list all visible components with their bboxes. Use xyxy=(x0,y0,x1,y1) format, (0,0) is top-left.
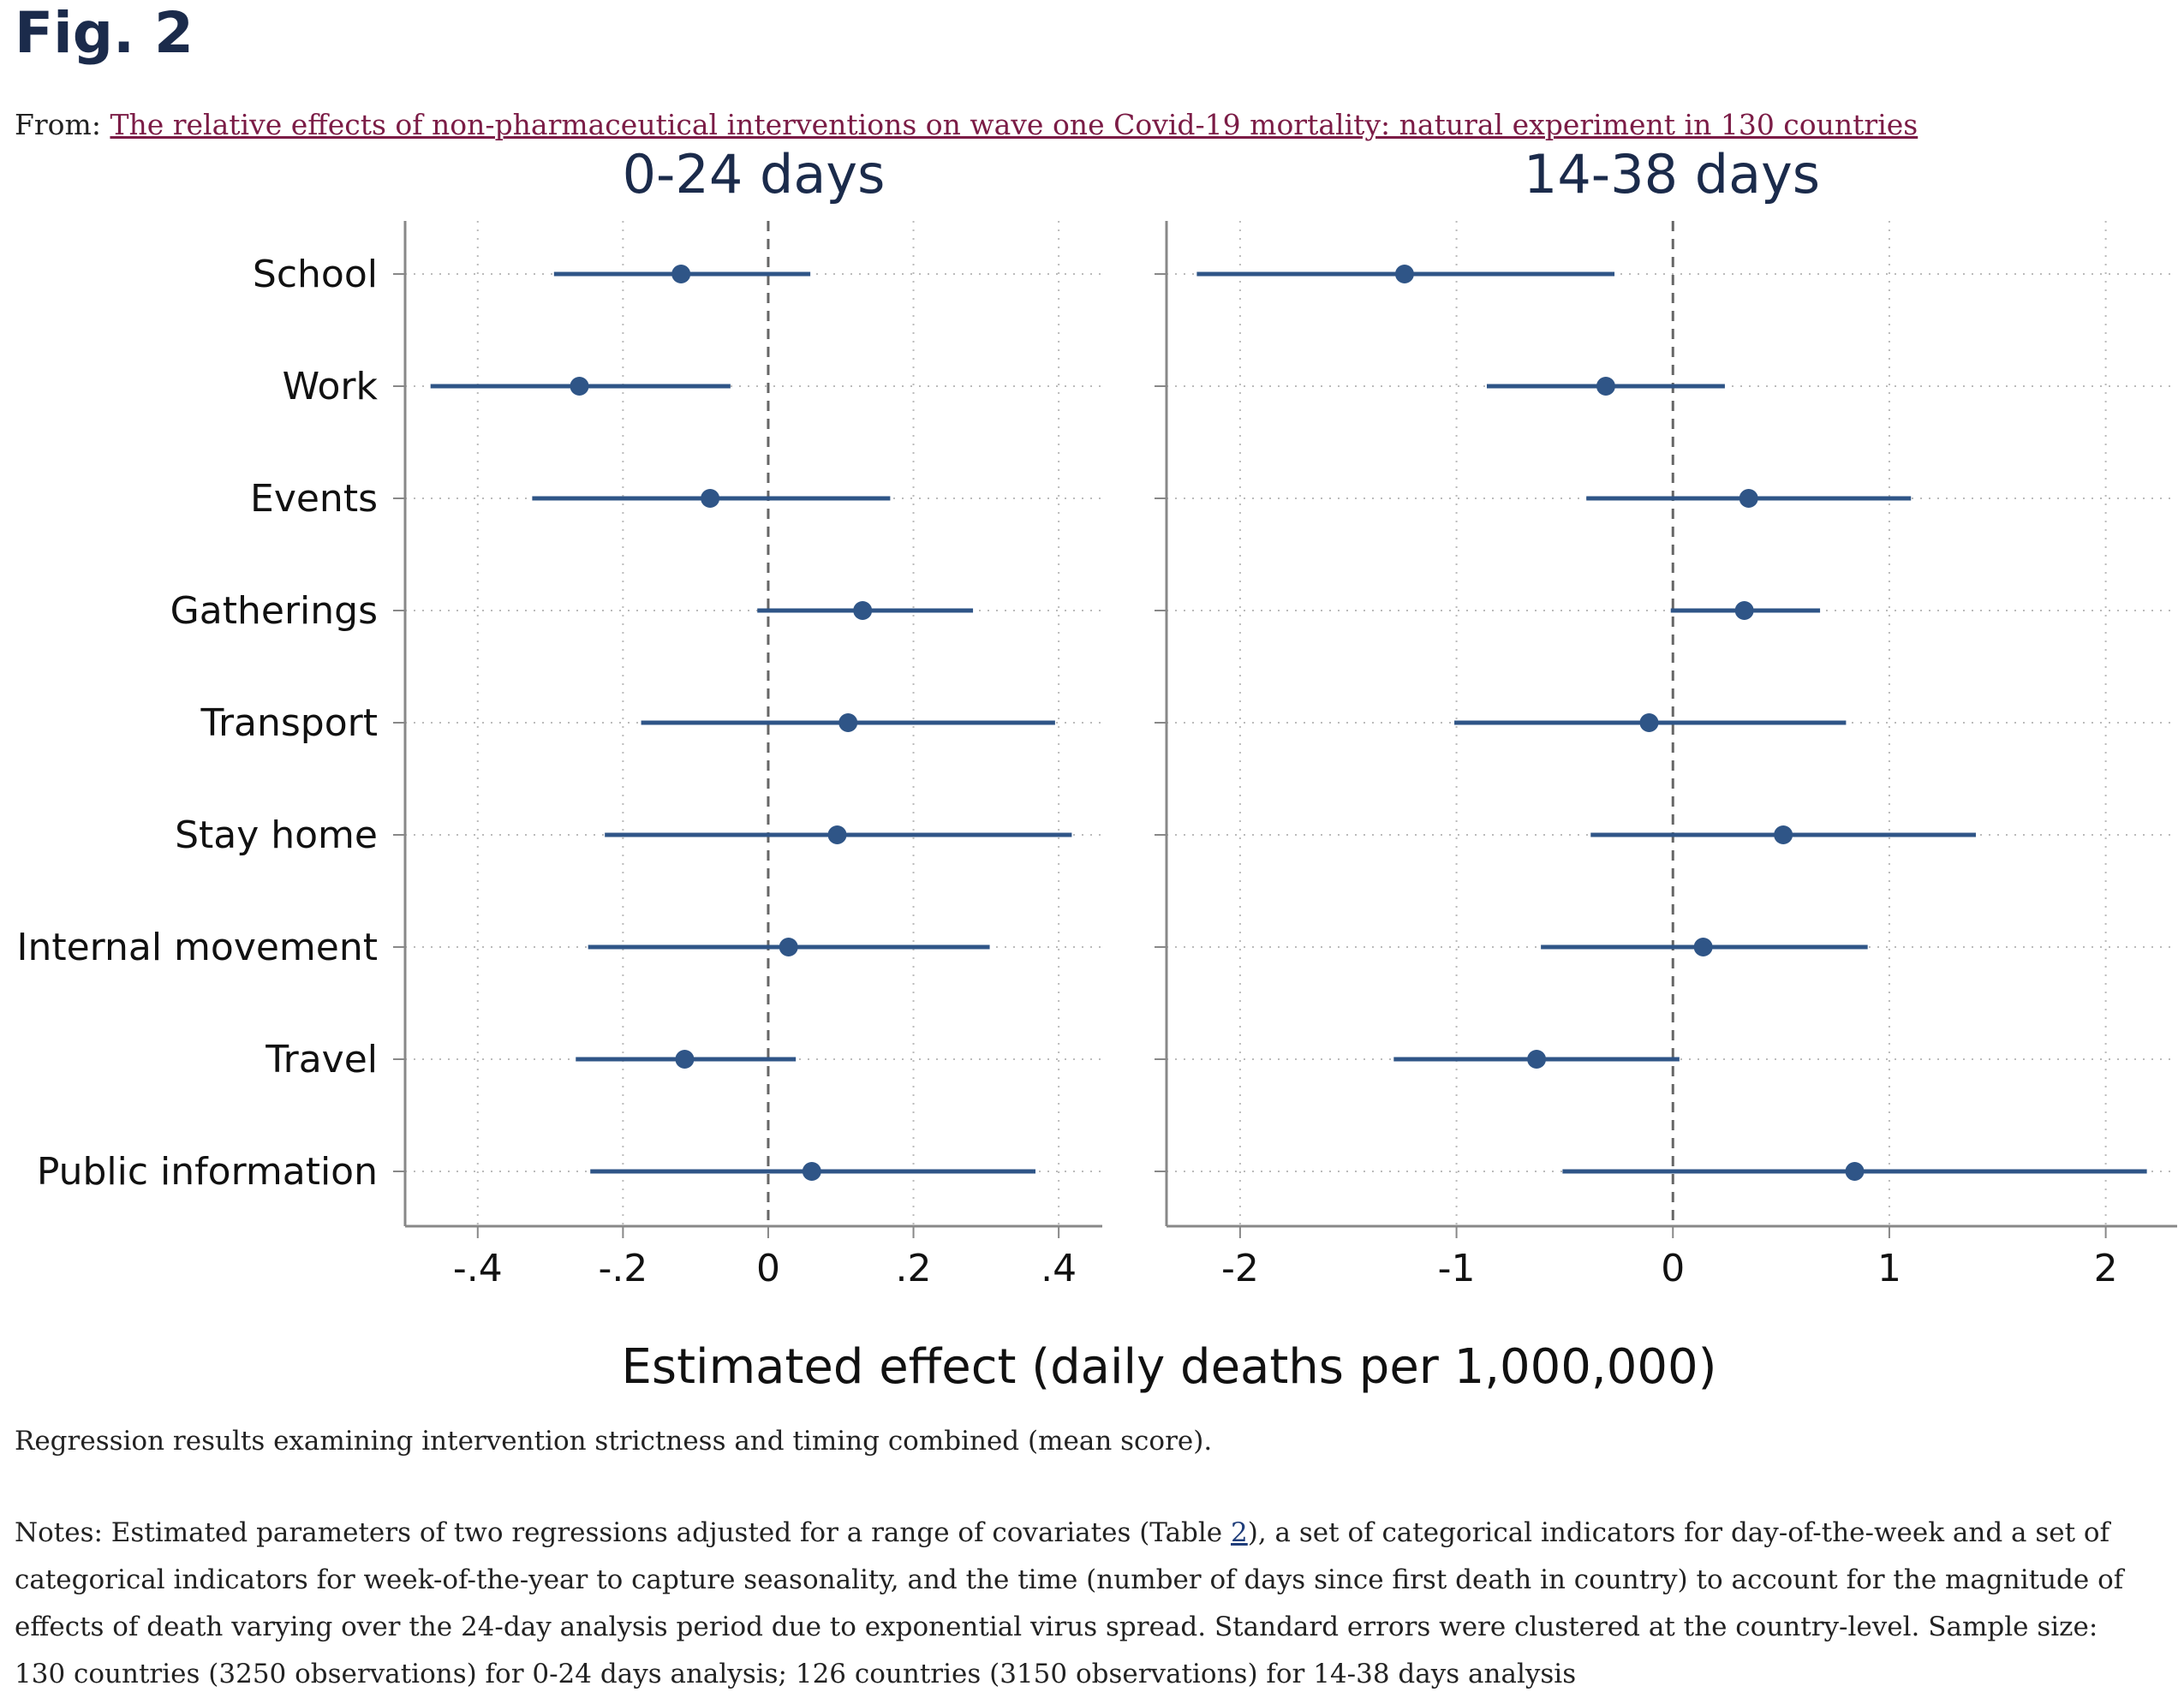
category-label: Stay home xyxy=(175,813,378,857)
source-line: From: The relative effects of non-pharma… xyxy=(15,108,1918,141)
x-tick-label: -.4 xyxy=(453,1247,503,1290)
coefficient-chart: 0-24 days -.4 -.2 0 .2 .4 School Work Events Gath… xyxy=(16,143,2177,1395)
article-link[interactable]: The relative effects of non-pharmaceutic… xyxy=(110,108,1918,141)
estimate-point xyxy=(1394,265,1414,283)
estimate-point xyxy=(1734,601,1754,620)
estimate-point xyxy=(838,713,858,732)
estimate-point xyxy=(1596,377,1615,396)
category-label: Work xyxy=(283,365,379,408)
estimate-point xyxy=(701,489,720,508)
estimate-point xyxy=(1527,1050,1547,1069)
notes-text-start: Notes: Estimated parameters of two regre… xyxy=(15,1517,1232,1548)
panel-title: 0-24 days xyxy=(623,143,886,206)
estimate-point xyxy=(1639,713,1659,732)
estimate-point xyxy=(827,825,847,844)
estimate-point xyxy=(1845,1162,1865,1181)
estimate-point xyxy=(1693,938,1713,956)
category-label: Events xyxy=(250,477,378,521)
estimate-point xyxy=(802,1162,821,1181)
category-label: Travel xyxy=(265,1038,378,1081)
x-tick-label: 2 xyxy=(2094,1247,2118,1290)
estimate-point xyxy=(570,377,589,396)
figure-caption: Regression results examining interventio… xyxy=(15,1426,1213,1457)
x-tick-label: -.2 xyxy=(598,1247,647,1290)
figure-notes: Notes: Estimated parameters of two regre… xyxy=(15,1510,2156,1698)
estimate-point xyxy=(779,938,798,956)
panel-title: 14-38 days xyxy=(1524,143,1820,206)
category-label: Gatherings xyxy=(170,589,378,633)
x-axis-label: Estimated effect (daily deaths per 1,000… xyxy=(622,1339,1717,1395)
x-tick-label: .2 xyxy=(896,1247,932,1290)
x-tick-label: 1 xyxy=(1877,1247,1901,1290)
category-label: Internal movement xyxy=(16,926,378,969)
estimate-point xyxy=(675,1050,695,1069)
x-tick-label: -2 xyxy=(1221,1247,1259,1290)
category-label: Public information xyxy=(37,1150,378,1194)
source-prefix: From: xyxy=(15,108,101,141)
notes-text-end: ), a set of categorical indicators for d… xyxy=(15,1517,2124,1689)
estimate-point xyxy=(1774,825,1793,844)
x-tick-label: 0 xyxy=(1661,1247,1685,1290)
x-tick-label: 0 xyxy=(756,1247,780,1290)
estimate-point xyxy=(853,601,873,620)
figure-title: Fig. 2 xyxy=(15,0,194,66)
category-label: School xyxy=(253,253,378,296)
table-2-link[interactable]: 2 xyxy=(1231,1517,1248,1548)
x-tick-label: .4 xyxy=(1041,1247,1077,1290)
estimate-point xyxy=(671,265,691,283)
x-tick-label: -1 xyxy=(1438,1247,1476,1290)
category-label: Transport xyxy=(200,701,378,745)
estimate-point xyxy=(1739,489,1758,508)
